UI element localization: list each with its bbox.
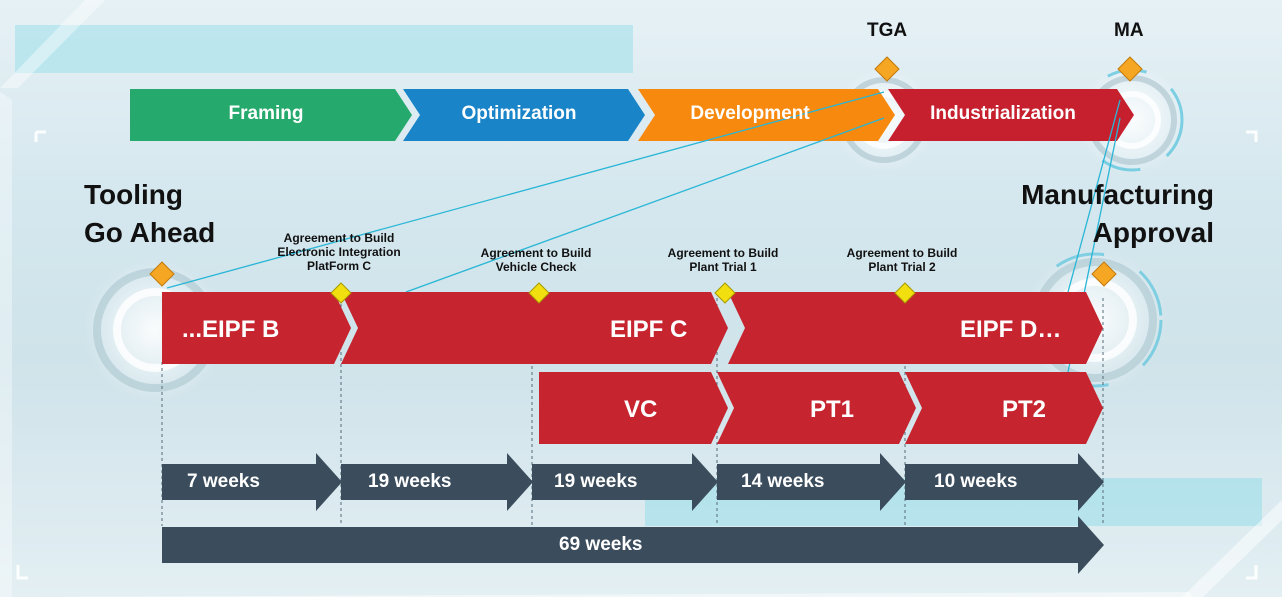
agreement-3-label: Agreement to Build Plant Trial 1	[667, 246, 779, 274]
ma-right-diamond	[1091, 261, 1117, 287]
build-eipf-c-label: EIPF C	[610, 316, 688, 343]
build-pt1-label: PT1	[810, 396, 855, 423]
build-vc-label: VC	[624, 396, 658, 423]
phase-framing-label: Framing	[228, 103, 304, 124]
duration-3-label: 19 weeks	[554, 471, 638, 492]
phase-framing-chevron	[130, 89, 412, 141]
build-eipf-d-arrow	[728, 292, 1103, 364]
build-pt2-label: PT2	[1002, 396, 1047, 423]
duration-1-label: 7 weeks	[187, 471, 260, 492]
duration-5-arrow	[905, 453, 1104, 511]
duration-1-arrow	[162, 453, 342, 511]
tga-code-label: TGA	[867, 20, 908, 41]
ma-code-label: MA	[1114, 20, 1144, 41]
duration-5-label: 10 weeks	[934, 471, 1018, 492]
duration-2-arrow	[341, 453, 533, 511]
manufacturing-approval-title: Manufacturing Approval	[1021, 179, 1214, 248]
build-pt1-arrow	[717, 372, 916, 444]
agreement-3-diamond	[714, 282, 736, 304]
ma-top-diamond	[1117, 56, 1143, 82]
phase-chevrons	[130, 89, 1134, 141]
build-pt2-arrow	[905, 372, 1103, 444]
phase-optimization-label: Optimization	[461, 103, 577, 124]
agreement-diamonds	[330, 282, 916, 304]
agreement-4-diamond	[894, 282, 916, 304]
build-eipf-c-arrow	[341, 292, 728, 364]
tga-left-diamond	[149, 261, 175, 287]
agreement-2-diamond	[528, 282, 550, 304]
phase-industrialization-label: Industrialization	[930, 103, 1076, 124]
total-duration-arrow	[162, 516, 1104, 574]
phase-development-chevron	[638, 89, 895, 141]
duration-arrows	[162, 453, 1104, 574]
total-duration-label: 69 weeks	[559, 534, 643, 555]
agreement-1-label: Agreement to Build Electronic Integratio…	[277, 231, 401, 273]
tooling-go-ahead-title: Tooling Go Ahead	[84, 179, 216, 248]
duration-4-arrow	[717, 453, 906, 511]
build-vc-arrow	[539, 372, 728, 444]
agreement-2-label: Agreement to Build Vehicle Check	[480, 246, 592, 274]
tga-top-diamond	[874, 56, 900, 82]
duration-2-label: 19 weeks	[368, 471, 452, 492]
phase-development-label: Development	[690, 103, 810, 124]
build-arrows	[162, 292, 1103, 444]
build-eipf-b-arrow	[162, 292, 351, 364]
agreement-1-diamond	[330, 282, 352, 304]
phase-optimization-chevron	[403, 89, 645, 141]
agreement-4-label: Agreement to Build Plant Trial 2	[846, 246, 958, 274]
build-eipf-d-label: EIPF D…	[960, 316, 1062, 343]
build-eipf-b-label: ...EIPF B	[182, 316, 280, 343]
phase-industrialization-chevron	[888, 89, 1134, 141]
duration-4-label: 14 weeks	[741, 471, 825, 492]
gate-diamonds	[149, 56, 1143, 287]
duration-3-arrow	[532, 453, 718, 511]
